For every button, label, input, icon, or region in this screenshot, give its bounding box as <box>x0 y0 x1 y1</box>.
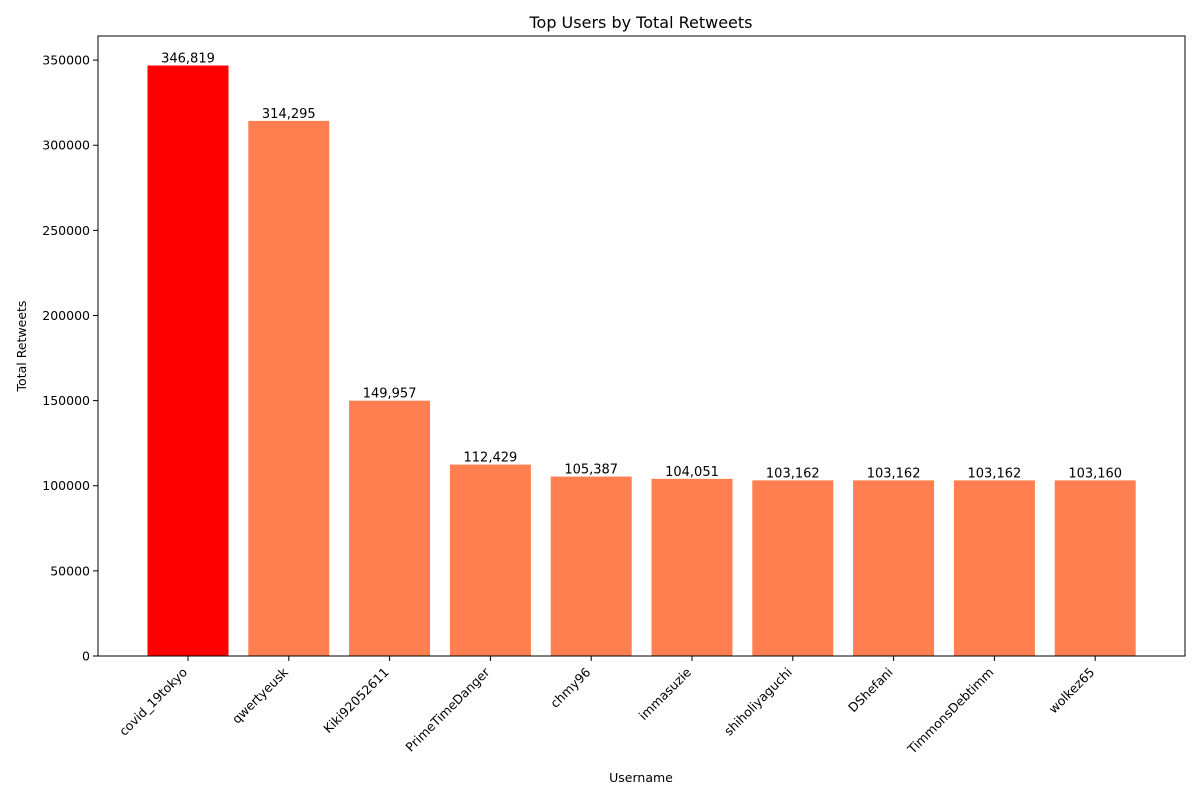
x-tick-label: qwertyeusk <box>229 664 292 727</box>
bar-value-label: 149,957 <box>363 387 417 402</box>
y-axis-label: Total Retweets <box>14 301 29 393</box>
bar <box>349 400 431 656</box>
plot-area: 0 50000 100000 150000 200000 250000 300000 3500… <box>42 52 1136 758</box>
bar <box>248 120 330 656</box>
x-axis-label: Username <box>609 770 673 785</box>
y-tick-label: 150000 <box>42 393 90 408</box>
y-tick-label: 250000 <box>42 223 90 238</box>
x-tick-label: wolkez65 <box>1045 665 1097 717</box>
bar-value-label: 104,051 <box>665 465 719 480</box>
bar <box>953 480 1035 656</box>
x-tick-label: covid_19tokyo <box>116 665 190 739</box>
bar-value-label: 105,387 <box>564 463 618 478</box>
bar <box>1054 480 1136 656</box>
y-tick-label: 100000 <box>42 478 90 493</box>
bar-value-label: 314,295 <box>262 107 316 122</box>
bar-value-label: 346,819 <box>161 52 215 67</box>
bar <box>147 65 229 657</box>
y-tick-label: 0 <box>82 649 90 664</box>
x-tick-label: immasuzie <box>636 664 695 723</box>
y-tick-label: 350000 <box>42 53 90 68</box>
bar <box>550 476 632 656</box>
bar <box>853 480 935 656</box>
y-tick-label: 200000 <box>42 308 90 323</box>
y-tick-label: 300000 <box>42 138 90 153</box>
chart-title: Top Users by Total Retweets <box>528 13 752 32</box>
bar <box>651 478 733 656</box>
x-tick-label: DShefani <box>845 665 896 716</box>
x-tick-label: PrimeTimeDanger <box>402 664 493 755</box>
bar-value-label: 103,160 <box>1068 466 1122 481</box>
bar-value-label: 112,429 <box>464 451 518 466</box>
y-tick-label: 50000 <box>50 563 90 578</box>
plot-frame <box>97 35 1186 657</box>
bar <box>449 464 531 656</box>
bar-value-label: 103,162 <box>867 466 921 481</box>
bar <box>752 480 834 656</box>
x-tick-label: chmy96 <box>547 664 593 710</box>
x-tick-label: TimmonsDebtimm <box>904 665 997 758</box>
x-tick-label: shiholiyaguchi <box>721 665 795 739</box>
bar-value-label: 103,162 <box>968 466 1022 481</box>
x-tick-label: Kiki92052611 <box>320 665 391 736</box>
bar-value-label: 103,162 <box>766 466 820 481</box>
